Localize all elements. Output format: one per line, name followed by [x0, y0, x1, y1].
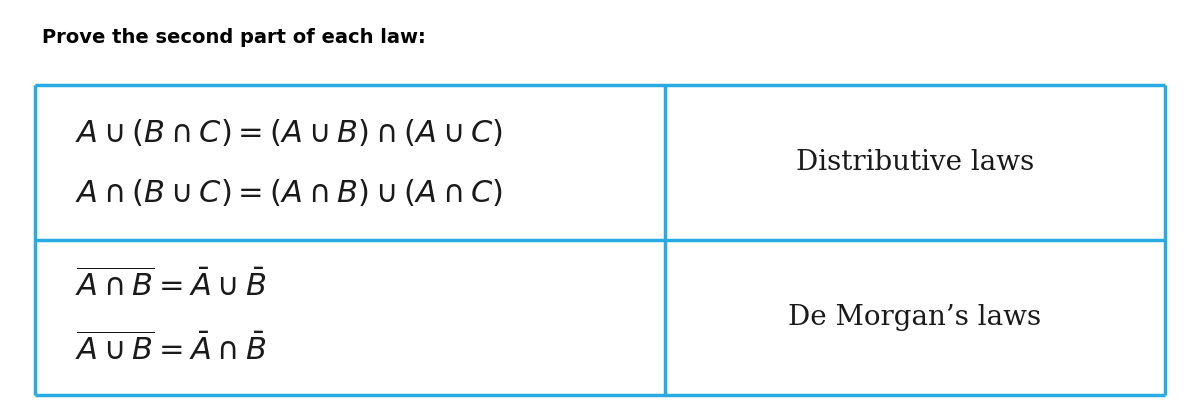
Text: De Morgan’s laws: De Morgan’s laws: [788, 304, 1042, 331]
Text: $\overline{A \cap B} = \bar{A} \cup \bar{B}$: $\overline{A \cap B} = \bar{A} \cup \bar…: [74, 268, 266, 303]
Text: $\overline{A \cup B} = \bar{A} \cap \bar{B}$: $\overline{A \cup B} = \bar{A} \cap \bar…: [74, 333, 266, 366]
Text: $A \cup (B \cap C) = (A \cup B) \cap (A \cup C)$: $A \cup (B \cap C) = (A \cup B) \cap (A …: [74, 117, 503, 148]
Text: Distributive laws: Distributive laws: [796, 149, 1034, 176]
Text: $A \cap (B \cup C) = (A \cap B) \cup (A \cap C)$: $A \cap (B \cup C) = (A \cap B) \cup (A …: [74, 177, 503, 208]
Text: Prove the second part of each law:: Prove the second part of each law:: [42, 28, 426, 47]
